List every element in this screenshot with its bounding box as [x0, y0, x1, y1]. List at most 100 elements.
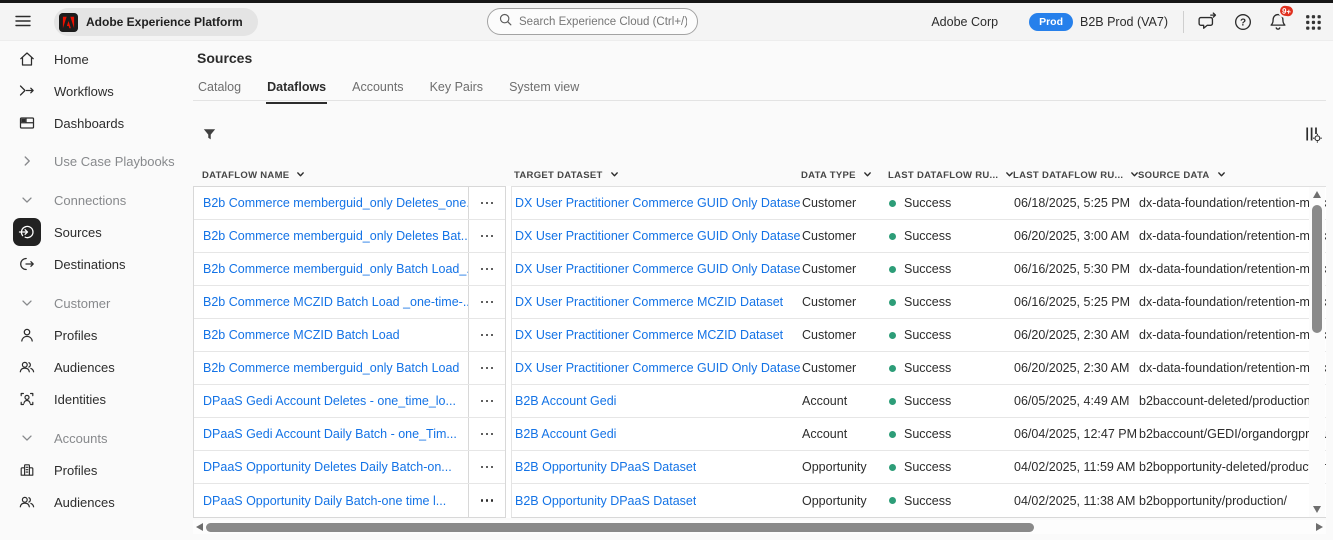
dataflow-name-link[interactable]: B2b Commerce memberguid_only Deletes_one…	[203, 196, 468, 210]
target-dataset-link[interactable]: DX User Practitioner Commerce MCZID Data…	[515, 295, 784, 309]
dataflow-name-link[interactable]: B2b Commerce memberguid_only Batch Load	[203, 361, 460, 375]
app-grid-button[interactable]	[1302, 11, 1324, 33]
sidebar-item-destinations[interactable]: Destinations	[0, 248, 185, 280]
more-actions-button[interactable]	[469, 352, 505, 384]
apps-grid-icon	[1305, 14, 1321, 30]
more-actions-button[interactable]	[469, 484, 505, 517]
table-row: DPaaS Gedi Account Deletes - one_time_lo…	[194, 385, 505, 418]
dataflow-name-link[interactable]: DPaaS Gedi Account Deletes - one_time_lo…	[203, 394, 456, 408]
source-data-cell: dx-data-foundation/retention-marketi	[1139, 328, 1326, 342]
sidebar-item-connections-section[interactable]: Connections	[0, 184, 185, 216]
target-dataset-link[interactable]: DX User Practitioner Commerce GUID Only …	[515, 262, 800, 276]
dataflow-name-link[interactable]: DPaaS Opportunity Daily Batch-one time l…	[203, 493, 447, 508]
dataflow-name-link[interactable]: B2b Commerce memberguid_only Deletes Bat…	[203, 229, 468, 243]
vertical-scrollbar[interactable]	[1309, 187, 1325, 517]
tab-key-pairs[interactable]: Key Pairs	[429, 80, 484, 94]
sidebar-item-audiences[interactable]: Audiences	[0, 351, 185, 383]
last-run-status-cell: Success	[885, 220, 1012, 252]
table-row: DX User Practitioner Commerce GUID Only …	[512, 187, 1326, 220]
table-row: B2b Commerce memberguid_only Deletes_one…	[194, 187, 505, 220]
audiences-icon	[13, 353, 41, 381]
sidebar-item-profiles[interactable]: Profiles	[0, 319, 185, 351]
target-dataset-cell: DX User Practitioner Commerce GUID Only …	[512, 187, 800, 219]
column-header-data-type[interactable]: DATA TYPE	[799, 170, 884, 182]
target-dataset-link[interactable]: DX User Practitioner Commerce GUID Only …	[515, 361, 800, 375]
column-settings-button[interactable]	[1302, 123, 1324, 145]
last-run-time-cell: 06/16/2025, 5:25 PM	[1014, 295, 1131, 309]
sidebar-item-audiences[interactable]: Audiences	[0, 486, 185, 518]
more-actions-button[interactable]	[469, 319, 505, 351]
table-row: B2B Account Gedi Account Success 06/04/2025…	[512, 418, 1326, 451]
scroll-right-arrow[interactable]	[1316, 523, 1323, 531]
help-button[interactable]: ?	[1232, 11, 1254, 33]
tab-accounts[interactable]: Accounts	[352, 80, 404, 94]
more-actions-button[interactable]	[469, 253, 505, 285]
more-actions-button[interactable]	[469, 187, 505, 219]
sidebar-item-accounts-section[interactable]: Accounts	[0, 422, 185, 454]
column-header-last-dataflow-ru[interactable]: LAST DATAFLOW RU...	[1011, 170, 1139, 182]
more-actions-button[interactable]	[469, 451, 505, 483]
scroll-left-arrow[interactable]	[196, 523, 203, 531]
more-actions-icon	[480, 432, 494, 436]
sidebar-item-dashboards[interactable]: Dashboards	[0, 107, 185, 139]
status-label: Success	[904, 295, 952, 309]
horizontal-scrollbar-thumb[interactable]	[206, 522, 1034, 532]
sandbox-selector[interactable]: B2B Prod (VA7)	[1079, 15, 1168, 29]
dataflow-name-link[interactable]: B2b Commerce MCZID Batch Load _one-time-…	[203, 295, 468, 309]
success-status-icon	[889, 232, 896, 240]
target-dataset-link[interactable]: DX User Practitioner Commerce MCZID Data…	[515, 328, 784, 342]
feedback-button[interactable]	[1197, 11, 1219, 33]
tab-system-view[interactable]: System view	[509, 80, 580, 94]
target-dataset-link[interactable]: DX User Practitioner Commerce GUID Only …	[515, 229, 800, 243]
more-actions-button[interactable]	[469, 418, 505, 450]
app-switcher-pill[interactable]: Adobe Experience Platform	[54, 8, 258, 36]
sidebar-item-label: Audiences	[54, 359, 115, 375]
last-run-status-cell: Success	[885, 418, 1012, 450]
dataflow-name-link[interactable]: DPaaS Gedi Account Daily Batch - one_Tim…	[203, 427, 457, 441]
hamburger-menu-button[interactable]	[13, 13, 33, 33]
target-dataset-link[interactable]: DX User Practitioner Commerce GUID Only …	[515, 196, 800, 210]
more-actions-button[interactable]	[469, 220, 505, 252]
filter-button[interactable]	[199, 124, 219, 144]
success-status-icon	[889, 463, 896, 471]
sidebar-item-home[interactable]: Home	[0, 43, 185, 75]
data-type-cell: Customer	[802, 328, 857, 342]
dataflow-name-cell: DPaaS Opportunity Daily Batch-one time l…	[194, 484, 469, 517]
sidebar-item-customer-section[interactable]: Customer	[0, 287, 185, 319]
column-header-target-dataset[interactable]: TARGET DATASET	[511, 170, 799, 182]
dataflow-name-link[interactable]: B2b Commerce memberguid_only Batch Load_…	[203, 262, 468, 276]
more-actions-button[interactable]	[469, 385, 505, 417]
target-dataset-link[interactable]: B2B Opportunity DPaaS Dataset	[515, 493, 697, 508]
dataflow-name-link[interactable]: DPaaS Opportunity Deletes Daily Batch-on…	[203, 460, 452, 474]
sidebar-item-workflows[interactable]: Workflows	[0, 75, 185, 107]
column-header-source-data[interactable]: SOURCE DATA	[1136, 170, 1326, 182]
column-header-last-dataflow-ru[interactable]: LAST DATAFLOW RU...	[884, 170, 1014, 182]
table-row: B2B Opportunity DPaaS Dataset Opportunity…	[512, 451, 1326, 484]
scroll-up-arrow[interactable]	[1313, 191, 1321, 198]
target-dataset-cell: DX User Practitioner Commerce GUID Only …	[512, 220, 800, 252]
sidebar-item-profiles[interactable]: Profiles	[0, 454, 185, 486]
tab-dataflows[interactable]: Dataflows	[266, 80, 328, 104]
global-search[interactable]	[487, 8, 698, 35]
target-dataset-link[interactable]: B2B Account Gedi	[515, 394, 617, 408]
more-actions-button[interactable]	[469, 286, 505, 318]
column-header-dataflow-name[interactable]: DATAFLOW NAME	[193, 170, 468, 182]
target-dataset-link[interactable]: B2B Opportunity DPaaS Dataset	[515, 460, 697, 474]
search-icon	[498, 12, 513, 32]
scroll-down-arrow[interactable]	[1313, 506, 1321, 513]
dataflow-name-link[interactable]: B2b Commerce MCZID Batch Load	[203, 328, 400, 342]
sidebar-item-sources[interactable]: Sources	[0, 216, 185, 248]
notifications-button[interactable]: 9+	[1267, 2, 1296, 33]
vertical-scrollbar-thumb[interactable]	[1312, 205, 1322, 333]
target-dataset-link[interactable]: B2B Account Gedi	[515, 427, 617, 441]
search-input[interactable]	[519, 15, 687, 28]
sidebar-item-label: Workflows	[54, 83, 114, 99]
data-type-cell: Opportunity	[802, 493, 867, 508]
sidebar-item-identities[interactable]: Identities	[0, 383, 185, 415]
tab-catalog[interactable]: Catalog	[198, 80, 242, 94]
environment-badge[interactable]: Prod	[1029, 13, 1073, 31]
table-row: B2b Commerce memberguid_only Batch Load	[194, 352, 505, 385]
table-row: B2b Commerce MCZID Batch Load _one-time-…	[194, 286, 505, 319]
horizontal-scrollbar[interactable]	[193, 520, 1326, 534]
sidebar-item-use-case-playbooks-group[interactable]: Use Case Playbooks	[0, 145, 185, 177]
